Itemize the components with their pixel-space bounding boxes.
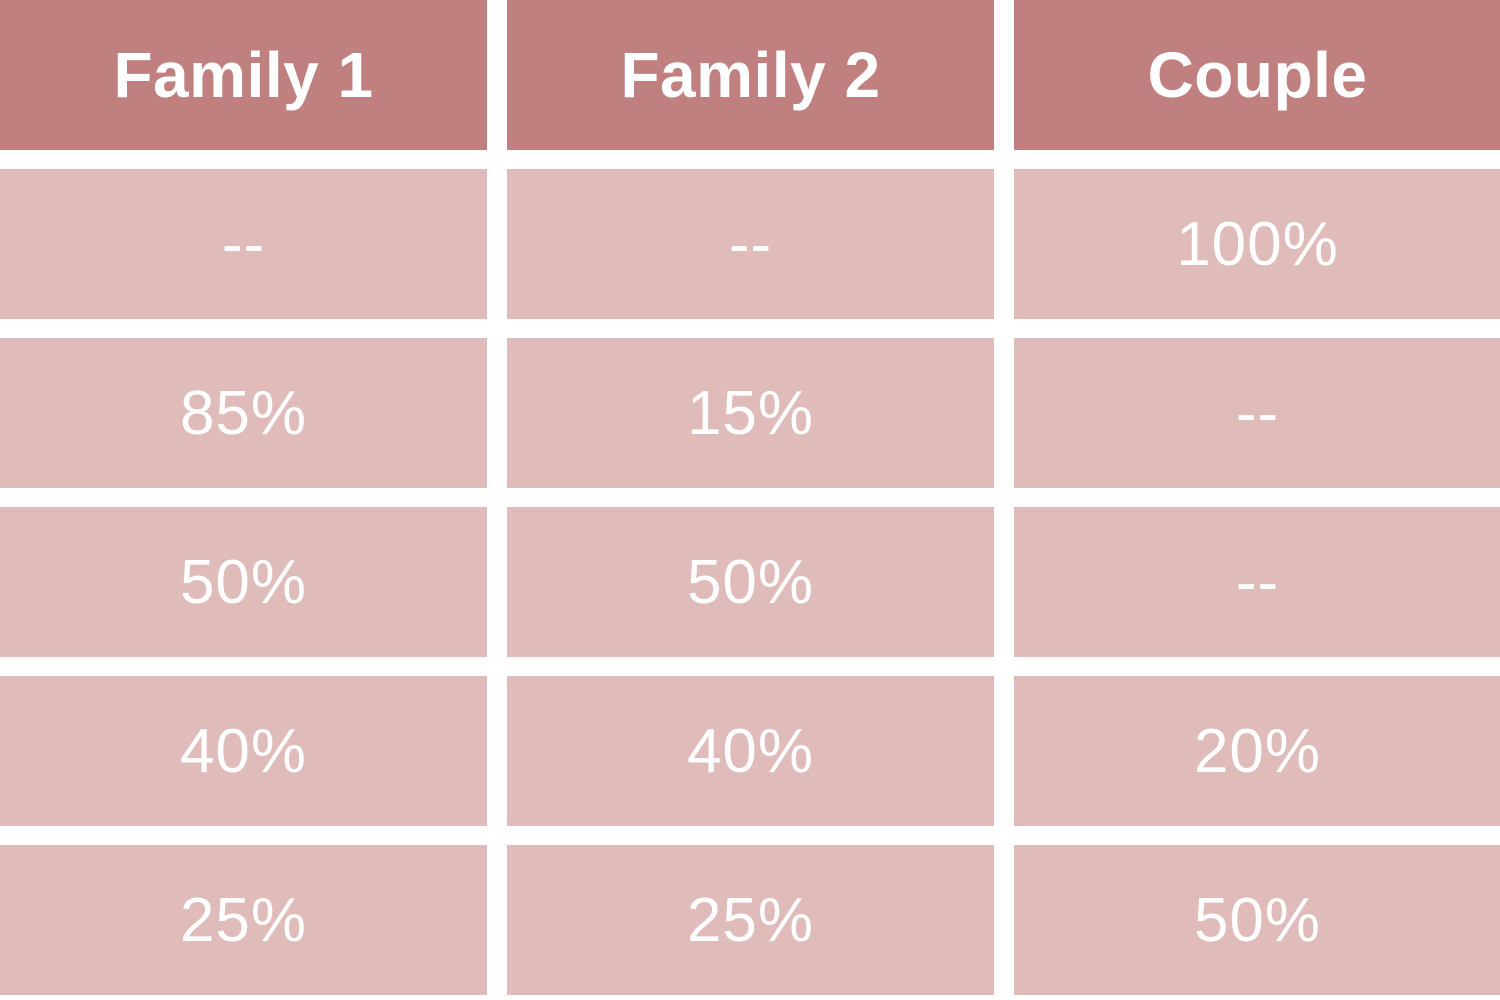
- row-2-family-1-cell: 85%: [0, 338, 487, 488]
- row-4-family-1-cell: 40%: [0, 676, 487, 826]
- row-1-family-2-cell: --: [507, 169, 994, 319]
- row-3-couple-cell: --: [1014, 507, 1500, 657]
- row-3-family-1-cell: 50%: [0, 507, 487, 657]
- row-2-family-2-cell: 15%: [507, 338, 994, 488]
- row-5-family-2-cell: 25%: [507, 845, 994, 995]
- row-4-couple-cell: 20%: [1014, 676, 1500, 826]
- column-header-family-2: Family 2: [507, 0, 994, 150]
- row-5-couple-cell: 50%: [1014, 845, 1500, 995]
- row-1-family-1-cell: --: [0, 169, 487, 319]
- row-1-couple-cell: 100%: [1014, 169, 1500, 319]
- row-2-couple-cell: --: [1014, 338, 1500, 488]
- column-header-family-1: Family 1: [0, 0, 487, 150]
- column-header-couple: Couple: [1014, 0, 1500, 150]
- row-3-family-2-cell: 50%: [507, 507, 994, 657]
- row-4-family-2-cell: 40%: [507, 676, 994, 826]
- row-5-family-1-cell: 25%: [0, 845, 487, 995]
